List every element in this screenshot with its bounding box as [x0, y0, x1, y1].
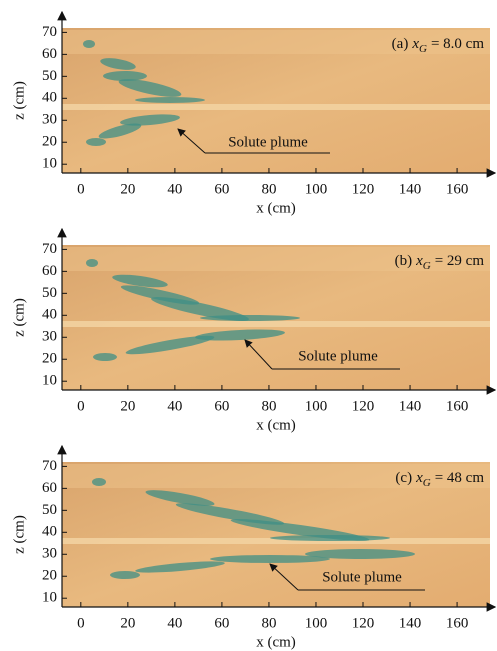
panel-label-part: (a) [392, 36, 409, 52]
x-tick-label: 120 [352, 181, 375, 197]
x-tick-label: 100 [305, 398, 328, 414]
panel-label-part: G [419, 43, 427, 55]
annotation: Solute plume [228, 134, 308, 150]
y-tick-label: 40 [42, 307, 57, 323]
x-tick-label: 80 [261, 398, 276, 414]
y-tick-label: 40 [42, 90, 57, 106]
x-tick-label: 140 [399, 615, 422, 631]
x-tick-label: 40 [167, 181, 182, 197]
panel-label-part: = 29 cm [435, 253, 485, 269]
plume-image [92, 478, 415, 579]
y-tick-label: 20 [42, 568, 57, 584]
y-tick-label: 10 [42, 590, 57, 606]
y-tick-label: 30 [42, 112, 57, 128]
y-tick-label: 70 [42, 458, 57, 474]
y-tick-label: 50 [42, 502, 57, 518]
plume-image [83, 40, 205, 146]
x-tick-label: 100 [305, 615, 328, 631]
panel-label-part: (c) [395, 470, 412, 486]
panel-label-part: x [415, 253, 423, 269]
panel-label-part: x [411, 36, 419, 52]
x-axis-label: x (cm) [256, 200, 296, 216]
panel-label: (a) xG = 8.0 cm [392, 36, 485, 54]
panel-label-part: = 48 cm [435, 470, 485, 486]
x-tick-label: 20 [120, 398, 135, 414]
callout-arrow [269, 563, 299, 591]
y-tick-label: 60 [42, 46, 57, 62]
x-tick-label: 60 [214, 615, 229, 631]
layer-band [62, 30, 490, 54]
panel-label: (c) xG = 48 cm [395, 470, 484, 488]
y-tick-label: 40 [42, 524, 57, 540]
x-tick-label: 0 [77, 181, 85, 197]
panel: Solute plume 0 20 40 60 80 100 120 140 160 10 20 30… [11, 10, 497, 216]
x-tick-label: 160 [446, 398, 469, 414]
x-tick-label: 60 [214, 398, 229, 414]
layer-band [62, 538, 490, 544]
y-tick-label: 50 [42, 68, 57, 84]
x-axis-label: x (cm) [256, 417, 296, 433]
panel-label-part: (b) [395, 253, 413, 269]
x-tick-label: 160 [446, 615, 469, 631]
x-tick-label: 0 [77, 615, 85, 631]
panel-label-part: x [415, 470, 423, 486]
layer-band [62, 104, 490, 110]
x-tick-label: 160 [446, 181, 469, 197]
x-tick-label: 120 [352, 398, 375, 414]
x-tick-label: 100 [305, 181, 328, 197]
y-axis-label: z (cm) [11, 515, 27, 554]
y-tick-label: 50 [42, 285, 57, 301]
y-tick-label: 60 [42, 480, 57, 496]
x-tick-label: 60 [214, 181, 229, 197]
y-tick-label: 60 [42, 263, 57, 279]
layer-band [62, 247, 490, 271]
panel-label-part: G [423, 477, 431, 489]
y-tick-label: 30 [42, 546, 57, 562]
panel-label: (b) xG = 29 cm [395, 253, 485, 271]
layer-band [62, 464, 490, 488]
y-tick-label: 70 [42, 241, 57, 257]
panel-label-part: G [423, 260, 431, 272]
y-tick-label: 30 [42, 329, 57, 345]
callout-arrow [244, 339, 273, 370]
annotation: Solute plume [322, 569, 402, 585]
x-tick-label: 20 [120, 181, 135, 197]
y-axis-label: z (cm) [11, 81, 27, 120]
x-axis-label: x (cm) [256, 634, 296, 650]
x-tick-label: 140 [399, 181, 422, 197]
plume-image [86, 259, 300, 361]
y-tick-label: 20 [42, 351, 57, 367]
x-tick-label: 40 [167, 398, 182, 414]
x-tick-label: 40 [167, 615, 182, 631]
panel-label-part: = 8.0 cm [431, 36, 484, 52]
x-tick-label: 20 [120, 615, 135, 631]
layer-band [62, 321, 490, 327]
callout-arrow [177, 128, 206, 154]
panel: Solute plume 0 20 40 60 80 100 120 140 160 10 20 30… [11, 444, 497, 650]
y-tick-label: 10 [42, 156, 57, 172]
x-tick-label: 80 [261, 181, 276, 197]
y-tick-label: 20 [42, 134, 57, 150]
y-tick-label: 70 [42, 24, 57, 40]
y-axis-label: z (cm) [11, 298, 27, 337]
x-tick-label: 0 [77, 398, 85, 414]
y-tick-label: 10 [42, 373, 57, 389]
x-tick-label: 80 [261, 615, 276, 631]
annotation: Solute plume [298, 348, 378, 364]
panel: Solute plume 0 20 40 60 80 100 120 140 160 10 20 30… [11, 227, 497, 433]
x-tick-label: 140 [399, 398, 422, 414]
x-tick-label: 120 [352, 615, 375, 631]
